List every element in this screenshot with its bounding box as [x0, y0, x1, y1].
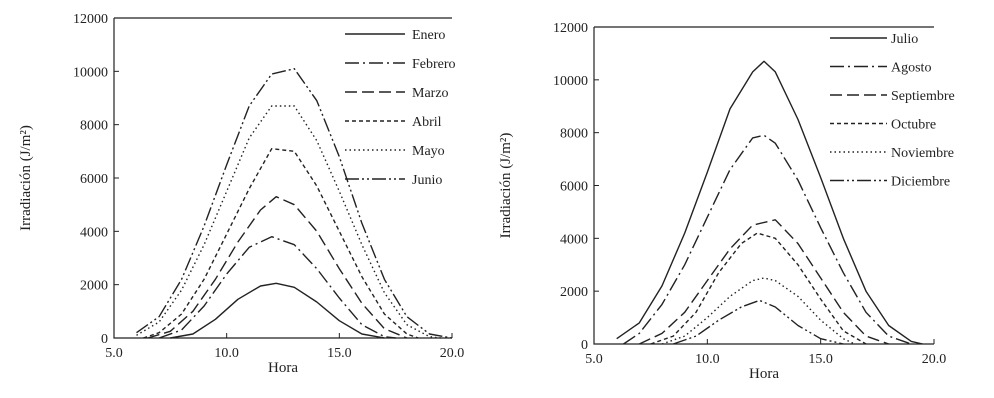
- left-ytick-label: 0: [101, 332, 108, 347]
- left-series-line-febrero: [158, 236, 396, 339]
- left-legend-label-febrero: Febrero: [412, 57, 456, 72]
- right-legend-label-diciembre: Diciembre: [891, 175, 950, 190]
- left-xtick-label: 15.0: [327, 346, 352, 361]
- right-series-line-julio: [616, 60, 923, 345]
- left-ytick-label: 4000: [80, 225, 108, 240]
- right-xtick-label: 5.0: [585, 352, 603, 367]
- left-legend-label-enero: Enero: [412, 28, 445, 43]
- right-series-line-octubre: [650, 232, 867, 345]
- right-ytick-label: 4000: [560, 232, 588, 247]
- chart-monthly-irradiation-jul-dec: 0 2000 4000 6000 8000 10000 12000 5.0 10.0 15.0 20…: [497, 0, 994, 398]
- right-legend-label-octubre: Octubre: [891, 118, 936, 133]
- right-ytick-label: 6000: [560, 180, 588, 195]
- left-series-line-mayo: [136, 105, 441, 339]
- left-xtick-label: 20.0: [440, 346, 465, 361]
- left-ytick-label: 2000: [80, 279, 108, 294]
- left-legend-label-marzo: Marzo: [412, 86, 449, 101]
- right-series-line-agosto: [623, 134, 912, 345]
- left-y-axis-label: Irradiación (J/m²): [18, 125, 34, 231]
- right-series-line-diciembre: [673, 299, 844, 345]
- chart-left-svg: 0 2000 4000 6000 8000 10000 12000 5.0 10.0 15.0 20…: [18, 12, 465, 376]
- left-series-line-junio: [136, 68, 453, 339]
- left-axes-frame: [113, 17, 452, 339]
- right-ytick-label: 8000: [560, 127, 588, 142]
- left-legend-label-junio: Junio: [412, 173, 442, 188]
- chart-right-svg: 0 2000 4000 6000 8000 10000 12000 5.0 10.0 15.0 20…: [498, 21, 955, 382]
- right-xtick-label: 10.0: [695, 352, 720, 367]
- chart-monthly-irradiation-jan-jun: 0 2000 4000 6000 8000 10000 12000 5.0 10.0 15.0 20…: [18, 12, 465, 376]
- left-xtick-label: 10.0: [214, 346, 239, 361]
- right-ytick-label: 0: [581, 338, 588, 353]
- right-xtick-label: 15.0: [808, 352, 833, 367]
- right-legend-label-agosto: Agosto: [891, 61, 931, 76]
- left-ytick-label: 10000: [73, 65, 108, 80]
- right-axes-frame: [593, 26, 934, 345]
- right-xtick-label: 20.0: [922, 352, 947, 367]
- right-ytick-label: 2000: [560, 285, 588, 300]
- right-legend-label-noviembre: Noviembre: [891, 146, 954, 161]
- right-series-line-septiembre: [639, 219, 889, 345]
- right-ytick-label: 12000: [553, 21, 588, 36]
- right-x-axis-label: Hora: [749, 366, 779, 382]
- left-ytick-label: 12000: [73, 12, 108, 27]
- left-series-line-marzo: [147, 196, 408, 339]
- right-legend-label-septiembre: Septiembre: [891, 89, 955, 104]
- left-series-line-enero: [170, 282, 385, 339]
- left-ytick-label: 6000: [80, 172, 108, 187]
- left-xtick-label: 5.0: [105, 346, 123, 361]
- right-legend-label-julio: Julio: [891, 32, 918, 47]
- right-ytick-label: 10000: [553, 74, 588, 89]
- left-legend-label-abril: Abril: [412, 115, 442, 130]
- right-series-line-noviembre: [661, 277, 855, 345]
- left-ytick-label: 8000: [80, 119, 108, 134]
- left-series-line-abril: [143, 148, 419, 339]
- left-legend-label-mayo: Mayo: [412, 144, 445, 159]
- right-y-axis-label: Irradiación (J/m²): [498, 133, 514, 239]
- left-x-axis-label: Hora: [268, 360, 298, 376]
